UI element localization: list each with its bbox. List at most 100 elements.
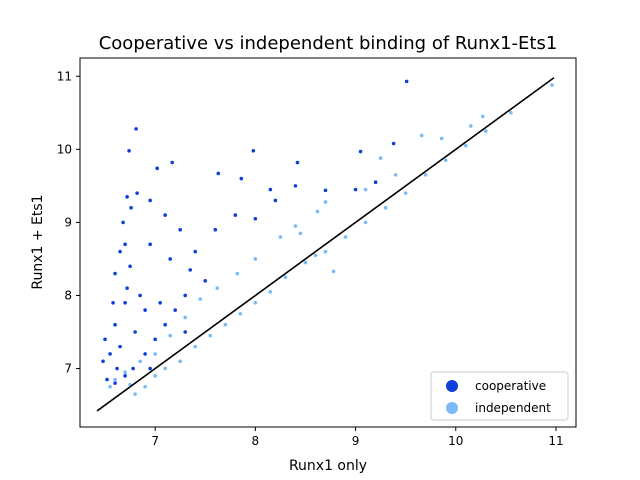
point-independent	[393, 173, 398, 177]
point-cooperative	[113, 381, 117, 385]
y-tick-label: 11	[57, 69, 72, 83]
x-tick-label: 7	[151, 434, 159, 448]
point-independent	[481, 114, 485, 119]
legend-box	[430, 371, 569, 421]
point-independent	[463, 143, 468, 148]
point-independent	[193, 344, 198, 349]
point-independent	[363, 187, 368, 192]
point-cooperative	[131, 366, 135, 371]
point-cooperative	[251, 148, 256, 153]
point-independent	[253, 300, 258, 305]
point-cooperative	[373, 180, 378, 185]
point-independent	[143, 385, 147, 389]
chart-title: Cooperative vs independent binding of Ru…	[99, 33, 558, 54]
x-axis-label: Runx1 only	[289, 458, 367, 474]
point-cooperative	[183, 330, 188, 334]
point-independent	[163, 366, 167, 371]
series-cooperative	[101, 79, 409, 385]
legend-label-independent: independent	[475, 401, 551, 415]
identity-line-group	[96, 77, 555, 412]
point-independent	[133, 392, 137, 396]
point-independent	[183, 315, 188, 320]
point-independent	[403, 191, 408, 195]
point-independent	[215, 286, 220, 290]
y-tick-label: 8	[64, 288, 72, 302]
point-cooperative	[239, 176, 244, 181]
point-independent	[303, 260, 308, 265]
point-cooperative	[163, 322, 167, 327]
series-independent	[108, 83, 554, 396]
point-cooperative	[105, 377, 109, 382]
point-independent	[323, 249, 328, 254]
point-independent	[439, 136, 444, 141]
point-cooperative	[148, 366, 152, 371]
point-cooperative	[111, 300, 115, 305]
point-cooperative	[323, 188, 328, 193]
point-independent	[343, 235, 348, 239]
point-cooperative	[125, 195, 129, 199]
point-independent	[223, 322, 228, 327]
point-cooperative	[193, 249, 198, 254]
point-cooperative	[143, 308, 147, 312]
point-cooperative	[216, 171, 221, 176]
plot-frame	[79, 57, 577, 428]
point-cooperative	[103, 337, 107, 342]
x-tick-label: 11	[548, 434, 563, 448]
point-independent	[153, 374, 157, 378]
point-cooperative	[391, 141, 396, 146]
point-independent	[208, 333, 213, 338]
legend-marker-cooperative	[446, 380, 458, 392]
point-independent	[331, 269, 336, 274]
point-independent	[123, 370, 127, 374]
point-cooperative	[125, 286, 129, 290]
point-cooperative	[358, 149, 363, 154]
point-independent	[313, 253, 318, 258]
point-independent	[423, 173, 428, 177]
y-axis-ticks: 7 8 9 10 11	[57, 69, 80, 376]
data-points	[101, 79, 554, 396]
point-independent	[378, 156, 383, 160]
point-cooperative	[295, 160, 300, 165]
x-axis-ticks: 7 8 9 10 11	[151, 427, 564, 448]
point-cooperative	[129, 205, 133, 210]
point-cooperative	[127, 148, 131, 153]
point-cooperative	[213, 227, 218, 232]
point-cooperative	[233, 213, 238, 217]
point-cooperative	[118, 344, 122, 349]
identity-line	[96, 77, 555, 412]
point-independent	[484, 129, 488, 133]
point-cooperative	[128, 264, 132, 269]
y-tick-label: 10	[57, 142, 72, 156]
point-independent	[298, 231, 303, 236]
point-independent	[443, 158, 448, 163]
point-cooperative	[115, 366, 119, 371]
legend-label-cooperative: cooperative	[475, 379, 546, 393]
point-cooperative	[268, 187, 273, 192]
point-cooperative	[158, 300, 162, 305]
point-independent	[235, 271, 240, 276]
point-independent	[268, 290, 273, 294]
point-cooperative	[133, 330, 137, 334]
point-independent	[253, 257, 258, 261]
point-independent	[383, 205, 388, 210]
point-cooperative	[148, 198, 152, 203]
point-independent	[178, 359, 183, 364]
point-independent	[419, 133, 424, 138]
x-tick-label: 10	[448, 434, 463, 448]
legend-marker-independent	[446, 402, 458, 414]
point-cooperative	[273, 198, 278, 203]
point-cooperative	[134, 127, 138, 131]
point-cooperative	[293, 184, 298, 188]
point-cooperative	[113, 322, 117, 327]
point-independent	[283, 275, 288, 280]
point-cooperative	[203, 279, 208, 283]
point-cooperative	[123, 242, 127, 247]
x-tick-label: 9	[352, 434, 360, 448]
point-independent	[509, 111, 513, 115]
y-tick-label: 9	[64, 215, 72, 229]
point-independent	[108, 385, 112, 389]
point-cooperative	[113, 271, 117, 276]
legend: cooperative independent	[430, 371, 569, 421]
point-cooperative	[121, 220, 125, 225]
point-cooperative	[108, 352, 112, 356]
